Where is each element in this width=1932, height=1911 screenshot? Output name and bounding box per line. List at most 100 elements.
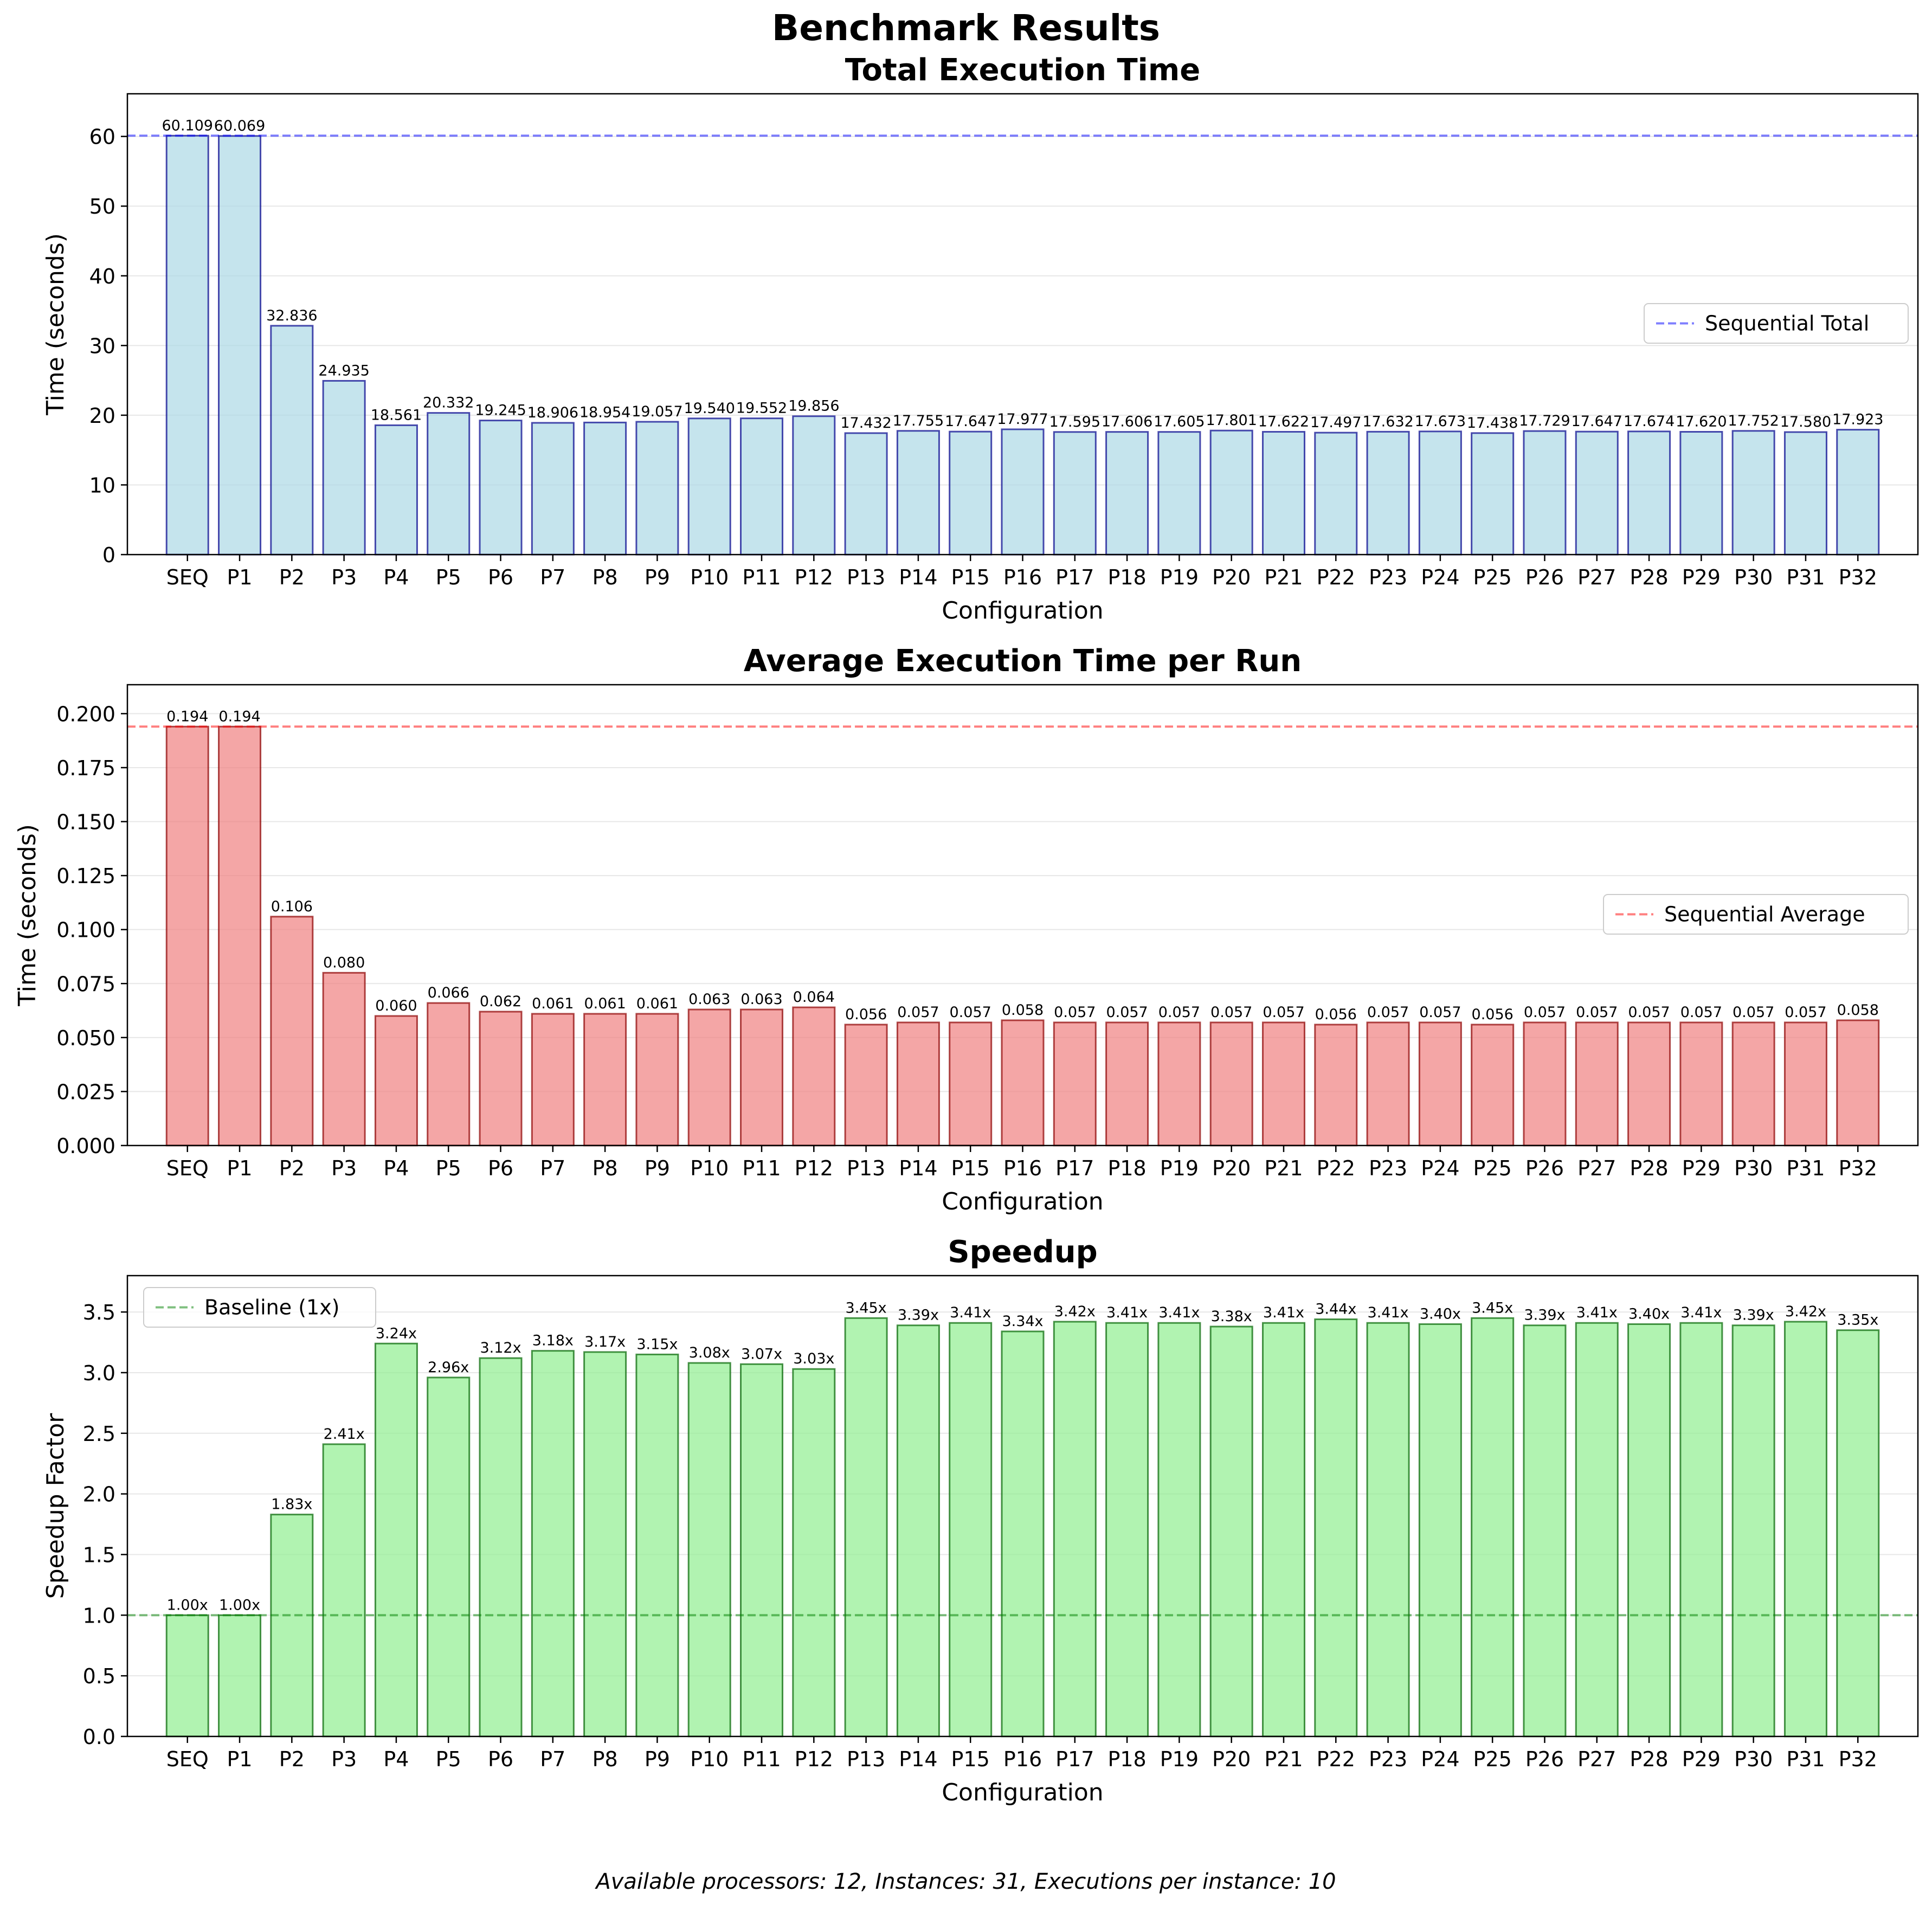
bar-value-label: 3.39x: [1524, 1307, 1565, 1324]
y-tick-label: 0.5: [83, 1664, 115, 1688]
bar-value-label: 2.96x: [428, 1359, 469, 1376]
x-tick-label: P30: [1734, 565, 1773, 589]
bar-value-label: 3.24x: [376, 1325, 417, 1342]
bar-P10: [687, 1008, 731, 1147]
bar-value-label: 3.42x: [1054, 1303, 1096, 1320]
bar-P29: [1679, 1021, 1723, 1147]
x-tick-label: P6: [488, 1747, 513, 1771]
bar-P4: [374, 1342, 418, 1738]
x-tick-label: P3: [331, 1747, 357, 1771]
bar-value-label: 0.057: [1733, 1004, 1774, 1021]
bar-value-label: 3.41x: [950, 1304, 991, 1321]
bar-P8: [583, 1351, 627, 1738]
bar-P24: [1418, 1323, 1462, 1738]
bar-P17: [1053, 431, 1097, 556]
x-tick-label: P30: [1734, 1156, 1773, 1180]
bar-P1: [218, 135, 262, 556]
bar-value-label: 3.15x: [636, 1336, 678, 1353]
y-tick-label: 0.100: [56, 918, 115, 942]
bar-SEQ: [165, 1614, 209, 1738]
y-tick-label: 0: [102, 543, 115, 567]
bar-value-label: 17.632: [1362, 413, 1413, 430]
x-tick-label: P8: [593, 565, 618, 589]
y-tick-label: 0.000: [56, 1134, 115, 1158]
bar-P18: [1105, 431, 1149, 556]
bar-value-label: 0.056: [1315, 1006, 1357, 1023]
bar-value-label: 3.18x: [532, 1333, 574, 1349]
bar-value-label: 3.41x: [1576, 1304, 1618, 1321]
x-axis-label: Configuration: [942, 597, 1103, 625]
legend-box: [143, 1287, 376, 1328]
x-tick-label: P30: [1734, 1747, 1773, 1771]
bar-P21: [1261, 1021, 1306, 1147]
x-tick-label: P6: [488, 565, 513, 589]
bar-P6: [479, 1357, 523, 1738]
chart-2: 0.194 0.194 0.106 0.080 0.060 0.066 0.062 0.061…: [14, 644, 1919, 1215]
bar-P14: [896, 1021, 940, 1147]
bar-P25: [1471, 1317, 1515, 1738]
bar-value-label: 17.497: [1310, 414, 1361, 431]
x-tick-label: P10: [690, 565, 729, 589]
x-tick-label: P17: [1055, 565, 1094, 589]
x-tick-label: P10: [690, 1747, 729, 1771]
x-tick-label: P31: [1786, 565, 1825, 589]
bar-P17: [1053, 1021, 1097, 1147]
x-tick-label: P19: [1160, 1747, 1199, 1771]
x-tick-label: P16: [1003, 565, 1042, 589]
x-tick-label: P24: [1421, 1747, 1459, 1771]
bar-P3: [322, 379, 366, 556]
bar-P2: [270, 325, 314, 556]
bar-value-label: 0.058: [1002, 1002, 1044, 1019]
y-axis-label: Time (seconds): [42, 233, 69, 416]
bar-value-label: 0.057: [1680, 1004, 1722, 1021]
bar-P12: [792, 415, 836, 556]
bar-P31: [1783, 431, 1827, 556]
x-tick-label: P22: [1317, 565, 1355, 589]
bar-P7: [531, 1013, 575, 1147]
x-tick-label: P21: [1264, 565, 1303, 589]
bar-P9: [635, 421, 679, 556]
bar-value-label: 17.595: [1049, 414, 1100, 430]
x-tick-label: P18: [1107, 1747, 1146, 1771]
x-tick-label: P24: [1421, 1156, 1459, 1180]
bar-value-label: 3.45x: [1472, 1299, 1513, 1316]
bar-P25: [1471, 1024, 1515, 1147]
bar-value-label: 3.35x: [1837, 1312, 1878, 1329]
bar-P6: [479, 420, 523, 556]
bar-P22: [1314, 1024, 1358, 1147]
x-tick-label: P4: [383, 565, 409, 589]
x-tick-label: P16: [1003, 1156, 1042, 1180]
y-tick-label: 0.0: [83, 1725, 115, 1749]
bar-value-label: 3.17x: [584, 1334, 626, 1350]
bar-P29: [1679, 1322, 1723, 1738]
y-tick-label: 0.125: [56, 864, 115, 888]
bar-P29: [1679, 430, 1723, 556]
x-tick-label: P14: [899, 1156, 937, 1180]
bar-P31: [1783, 1321, 1827, 1738]
bar-value-label: 3.44x: [1315, 1301, 1356, 1318]
bar-P13: [844, 432, 888, 556]
x-tick-label: P5: [436, 1747, 461, 1771]
y-tick-label: 60: [89, 125, 115, 149]
bar-P22: [1314, 1318, 1358, 1738]
bar-P1: [218, 1614, 262, 1738]
bar-P2: [270, 916, 314, 1147]
bar-value-label: 0.057: [1524, 1004, 1566, 1021]
bar-P24: [1418, 430, 1462, 556]
bar-value-label: 3.41x: [1263, 1304, 1304, 1321]
bar-P30: [1731, 1021, 1775, 1147]
bar-value-label: 0.056: [845, 1006, 887, 1023]
bar-value-label: 3.38x: [1211, 1308, 1252, 1325]
x-tick-label: P20: [1212, 565, 1251, 589]
bar-value-label: 0.061: [532, 995, 574, 1012]
bar-value-label: 17.647: [1572, 413, 1622, 430]
y-tick-label: 30: [89, 334, 115, 358]
x-tick-label: P3: [331, 1156, 357, 1180]
bar-value-label: 3.41x: [1368, 1304, 1409, 1321]
bar-value-label: 0.061: [636, 995, 678, 1012]
bar-P12: [792, 1368, 836, 1738]
bar-value-label: 19.245: [475, 402, 526, 419]
x-tick-label: P19: [1160, 1156, 1199, 1180]
bar-value-label: 19.057: [632, 403, 682, 420]
bar-value-label: 17.606: [1102, 414, 1152, 430]
